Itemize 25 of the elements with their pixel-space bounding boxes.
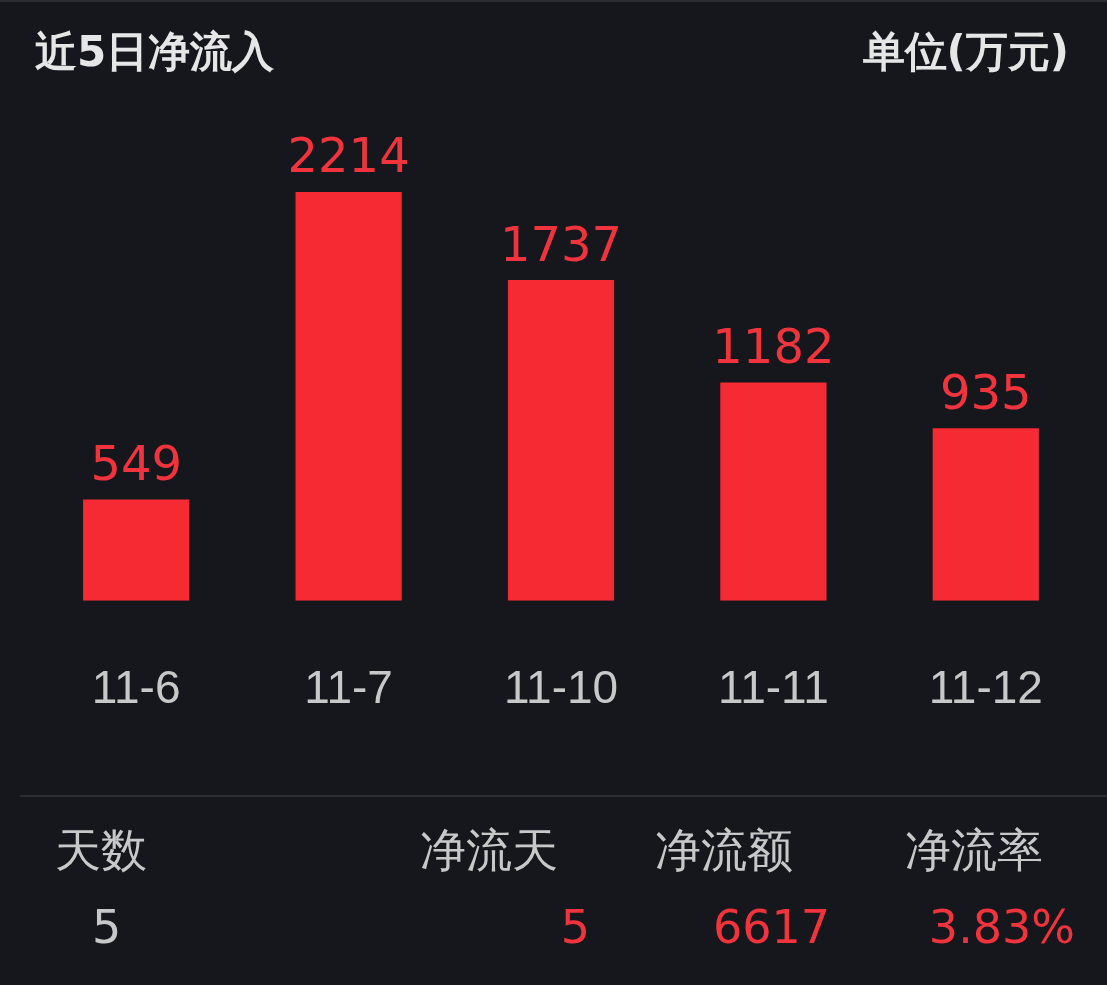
text: 天数 [55, 822, 147, 879]
text: 3.83% [928, 900, 1075, 954]
text: 6617 [712, 900, 830, 954]
text: 净流额 [655, 822, 793, 879]
x-tick-label: 11-6 [91, 661, 181, 714]
chart-subtitle: 单位(万元) [862, 26, 1069, 78]
bar [720, 382, 827, 601]
text: 5 [92, 900, 122, 954]
bar [932, 428, 1039, 601]
text: 5 [560, 900, 590, 954]
bar [507, 280, 615, 601]
x-tick-label: 11-12 [928, 661, 1043, 714]
chart-title: 近5日净流入 [35, 26, 275, 78]
text: 净流天 [420, 822, 558, 879]
data-label: 1182 [712, 318, 835, 375]
bar [295, 191, 402, 601]
data-label: 2214 [287, 127, 410, 184]
bar [83, 499, 190, 601]
data-label: 935 [939, 363, 1032, 420]
text: 净流率 [905, 822, 1043, 879]
x-tick-label: 11-11 [717, 661, 829, 714]
x-tick-label: 11-7 [304, 661, 393, 714]
data-label: 1737 [499, 215, 623, 272]
x-tick-label: 11-10 [503, 661, 619, 714]
data-label: 549 [90, 434, 183, 491]
